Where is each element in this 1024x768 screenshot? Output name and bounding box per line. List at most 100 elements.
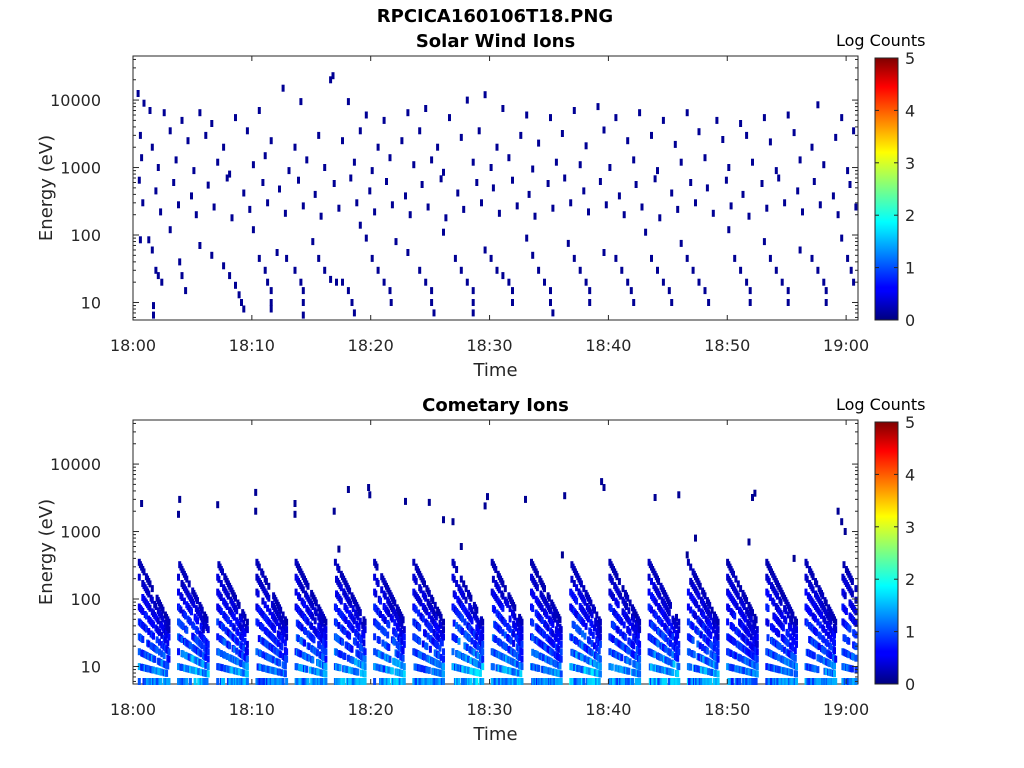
data-cell [394, 630, 398, 638]
data-cell [423, 580, 426, 588]
data-cell [572, 254, 576, 262]
data-cell [138, 131, 142, 139]
data-cell [768, 138, 772, 146]
data-cell [305, 156, 309, 164]
data-cell [814, 665, 817, 673]
data-cell [556, 678, 560, 685]
data-cell [672, 660, 676, 668]
data-cell [676, 631, 680, 639]
data-cell [660, 619, 664, 627]
data-cell [791, 644, 795, 652]
data-cell [190, 192, 193, 200]
data-cell [781, 624, 785, 632]
data-cell [412, 161, 416, 169]
data-cell [348, 678, 352, 685]
data-cell [625, 603, 628, 610]
data-cell [747, 630, 751, 638]
data-cell [591, 631, 595, 639]
data-cell [587, 615, 590, 623]
data-cell [160, 668, 164, 676]
data-cell [341, 638, 344, 646]
data-cell [732, 624, 735, 632]
data-cell [664, 678, 668, 685]
data-cell [628, 658, 632, 666]
data-cell [234, 281, 237, 289]
data-cell [701, 644, 705, 651]
data-cell [225, 653, 229, 660]
data-cell [733, 612, 737, 620]
data-cell [199, 668, 203, 676]
data-cell [377, 623, 381, 631]
data-cell [558, 616, 562, 624]
data-cell [824, 287, 828, 295]
data-cell [824, 668, 828, 676]
data-cell [390, 667, 394, 675]
data-cell [590, 639, 594, 647]
data-cell [412, 558, 416, 566]
data-cell [276, 639, 280, 647]
data-cell [702, 611, 706, 619]
data-cell [351, 605, 355, 613]
data-cell [689, 563, 693, 571]
data-cell [767, 577, 771, 585]
data-cell [818, 201, 822, 209]
x-tick-label: 18:30 [467, 336, 513, 355]
data-cell [329, 76, 333, 84]
data-cell [480, 199, 483, 207]
data-cell [137, 176, 141, 184]
data-cell [370, 254, 374, 262]
data-cell [754, 616, 758, 624]
data-cell [345, 606, 349, 614]
data-cell [363, 663, 367, 671]
data-cell [739, 266, 743, 274]
data-cell [470, 617, 474, 625]
data-cell [318, 642, 322, 650]
data-cell [453, 592, 457, 600]
data-cell [824, 628, 828, 636]
data-cell [604, 201, 608, 209]
data-cell [275, 619, 279, 627]
data-cell [551, 204, 555, 212]
data-cell [140, 500, 144, 507]
data-cell [497, 209, 501, 217]
data-cell [570, 575, 574, 583]
data-cell [476, 643, 480, 651]
data-cell [650, 663, 653, 671]
data-cell [216, 678, 220, 685]
x-tick-label: 18:10 [229, 336, 275, 355]
data-cell [471, 287, 475, 295]
data-cell [842, 561, 846, 569]
data-cell [650, 131, 653, 139]
data-cell [442, 618, 445, 626]
data-cell [361, 678, 365, 685]
data-cell [520, 655, 524, 663]
data-cell [295, 663, 299, 671]
data-cell [431, 597, 435, 605]
data-cell [311, 667, 315, 675]
data-cell [676, 670, 680, 678]
data-cell [180, 116, 184, 124]
data-cell [348, 632, 352, 640]
x-tick-label: 18:50 [704, 336, 750, 355]
data-cell [727, 226, 731, 234]
data-cell [377, 636, 381, 644]
data-cell [588, 287, 592, 295]
data-cell [337, 545, 341, 553]
data-cell [805, 561, 809, 569]
data-cell [300, 624, 304, 632]
data-cell [817, 643, 821, 651]
data-cell [267, 594, 271, 602]
data-cell [206, 181, 210, 189]
data-cell [420, 665, 424, 673]
data-cell [344, 617, 348, 624]
data-cell [475, 633, 479, 641]
data-cell [596, 103, 600, 111]
data-cell [747, 538, 751, 546]
data-cell [582, 187, 586, 195]
data-cell [828, 660, 832, 668]
data-cell [696, 640, 700, 648]
y-tick-label: 10 [81, 293, 101, 312]
data-cell [181, 623, 185, 631]
data-cell [657, 578, 661, 585]
data-cell [206, 655, 210, 663]
